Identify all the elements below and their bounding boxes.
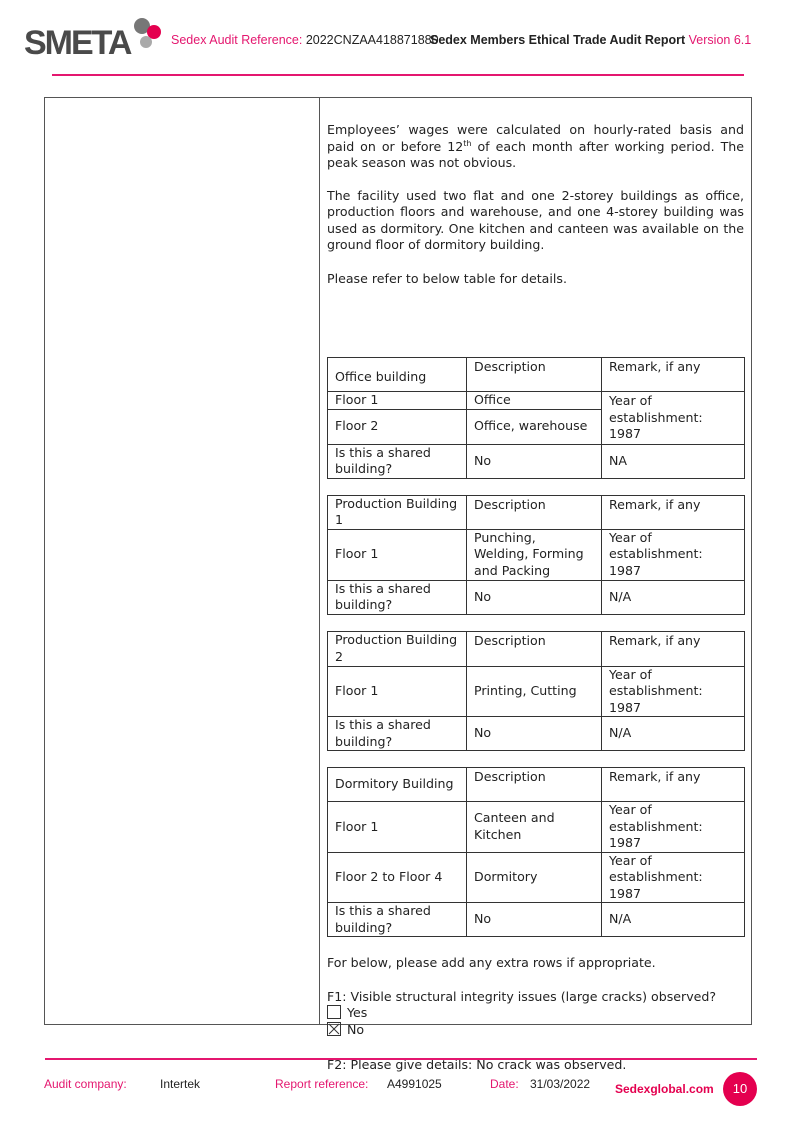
audit-company: Intertek [160,1077,201,1091]
audit-company-label: Audit company: [44,1077,127,1091]
f2-details: F2: Please give details: No crack was ob… [327,1057,627,1072]
content-frame [44,97,752,1025]
sedex-link[interactable]: Sedexglobal.com [615,1082,714,1096]
audit-reference: Sedex Audit Reference: 2022CNZAA41887188… [171,33,439,47]
date-label: Date: [490,1077,519,1091]
extra-rows-note: For below, please add any extra rows if … [327,955,656,970]
date: 31/03/2022 [530,1077,591,1091]
checkbox-unchecked-icon[interactable] [327,1005,341,1019]
footer-rule [45,1058,757,1060]
page-number: 10 [723,1072,757,1106]
report-ref: A4991025 [387,1077,442,1091]
report-title: Sedex Members Ethical Trade Audit Report… [430,33,752,47]
column-divider [319,97,320,1024]
dormitory-building-table: Dormitory Building Description Remark, if … [327,767,745,937]
smeta-logo: SMETA [24,18,164,62]
f1-option-no[interactable]: No [327,1021,744,1039]
office-building-table: Office building Description Remark, if any… [327,357,745,479]
production-building-2-table: Production Building 2 Description Remark, … [327,630,745,751]
production-building-1-table: Production Building 1 Description Remark, … [327,494,745,615]
checkbox-checked-icon[interactable] [327,1021,341,1036]
refer-paragraph: Please refer to below table for details. [327,270,567,286]
header-rule [52,74,744,76]
f1-option-yes[interactable]: Yes [327,1005,744,1022]
wages-paragraph: Employees’ wages were calculated on hour… [327,122,744,170]
report-ref-label: Report reference: [275,1077,369,1091]
buildings-paragraph: The facility used two flat and one 2-sto… [327,187,744,253]
right-column: Employees’ wages were calculated on hour… [327,122,745,1074]
f1-question: F1: Visible structural integrity issues … [327,988,717,1004]
